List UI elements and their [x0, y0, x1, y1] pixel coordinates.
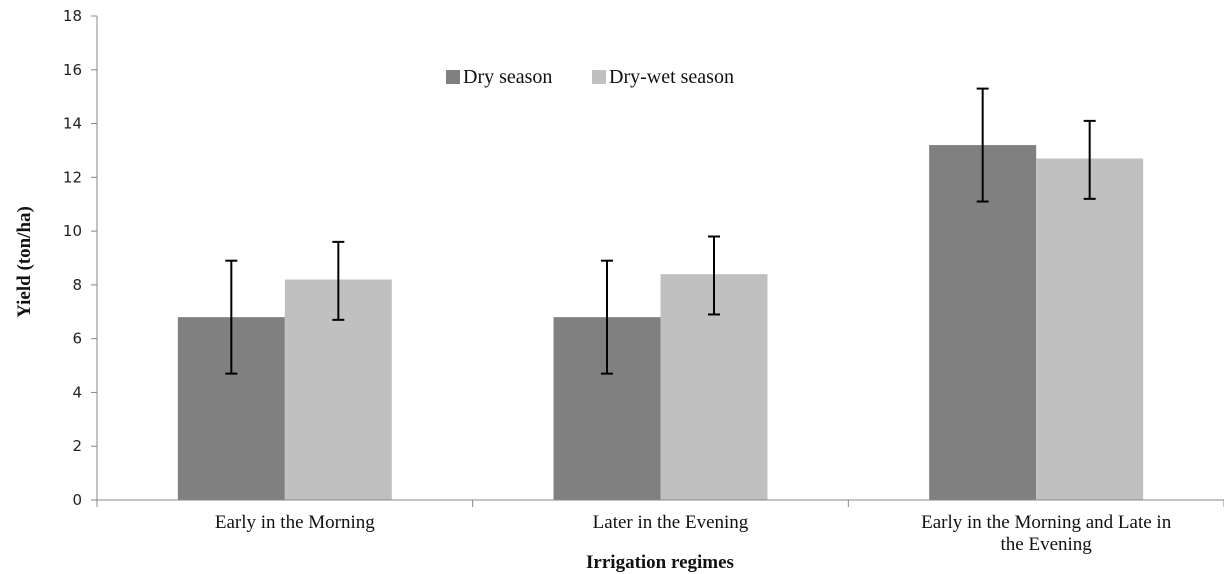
- error-bar-0-0: [225, 259, 238, 375]
- error-bar-1-1: [708, 235, 720, 316]
- bar-dry-wet-season-2: [1036, 158, 1144, 500]
- y-tick-label: 8: [72, 276, 82, 294]
- y-tick-label: 12: [63, 168, 82, 186]
- y-tick-label: 16: [63, 61, 82, 79]
- error-bar-0-1: [601, 259, 613, 375]
- y-tick-label: 6: [72, 330, 82, 348]
- y-tick-label: 2: [72, 437, 82, 455]
- legend-label-1: Dry-wet season: [609, 66, 734, 88]
- x-category-label: Early in the Morning: [215, 512, 375, 533]
- y-tick-label: 18: [63, 7, 82, 25]
- y-tick-label: 14: [63, 115, 82, 133]
- legend-label-0: Dry season: [463, 66, 552, 88]
- legend: Dry season Dry-wet season: [446, 66, 734, 88]
- y-tick-label: 10: [63, 222, 82, 240]
- x-category-label: Early in the Morning and Late in the Even…: [921, 512, 1172, 555]
- y-tick-label: 4: [72, 383, 82, 401]
- error-bar-1-0: [332, 240, 345, 321]
- error-bar-1-2: [1083, 119, 1096, 200]
- x-category-label: Later in the Evening: [593, 512, 749, 533]
- legend-swatch-1: [592, 70, 606, 84]
- bar-dry-season-2: [929, 145, 1037, 501]
- error-bar-0-2: [976, 87, 989, 203]
- y-axis-title: Yield (ton/ha): [14, 206, 35, 318]
- legend-swatch-0: [446, 70, 460, 84]
- y-tick-label: 0: [72, 491, 82, 509]
- x-axis-title: Irrigation regimes: [586, 552, 734, 573]
